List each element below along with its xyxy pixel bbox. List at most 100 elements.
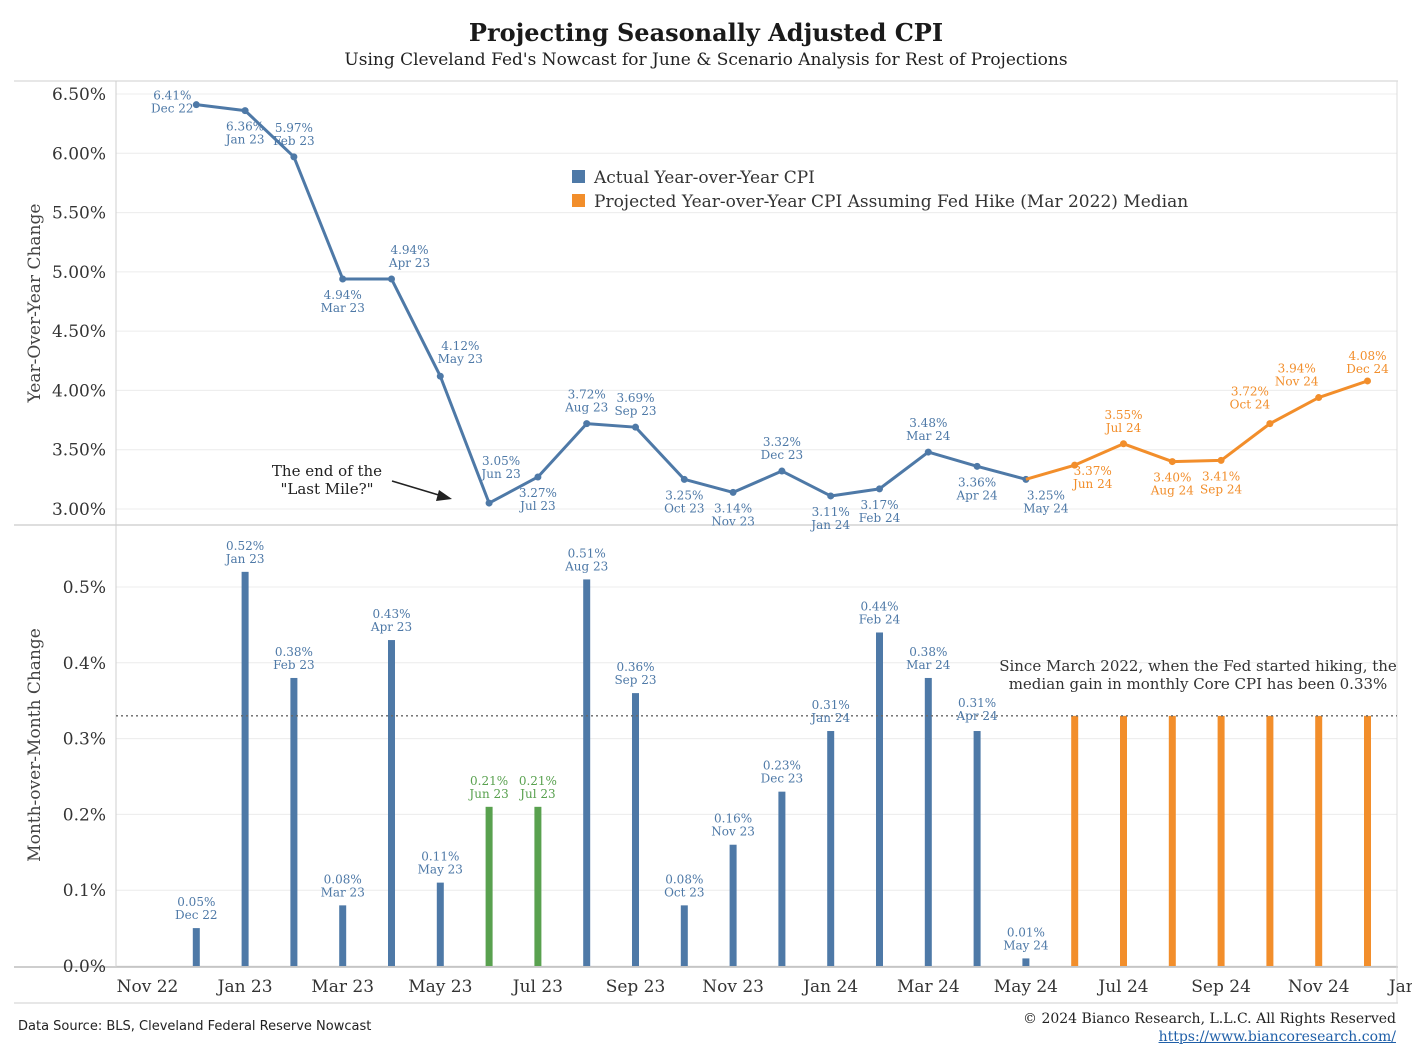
actual-yoy-point: [290, 153, 298, 161]
actual-yoy-point: [241, 107, 249, 115]
actual-yoy-point: [583, 420, 591, 428]
top-y-tick-label: 3.50%: [52, 441, 106, 461]
actual-yoy-point: [778, 467, 786, 475]
mom-bar-actual: [680, 905, 688, 966]
yoy-value-label: 4.12%: [441, 339, 479, 353]
bottom-y-tick-label: 0.0%: [63, 957, 106, 977]
mom-bar-projected: [1168, 715, 1176, 966]
actual-yoy-point: [192, 101, 200, 109]
bottom-y-tick-label: 0.2%: [63, 805, 106, 825]
x-tick-label: Nov 22: [117, 977, 179, 997]
x-tick-label: Sep 24: [1191, 977, 1251, 997]
yoy-date-label: May 23: [438, 352, 483, 366]
yoy-value-label: 3.69%: [616, 391, 654, 405]
yoy-value-label: 3.27%: [519, 486, 557, 500]
actual-yoy-point: [973, 462, 981, 470]
mom-bar-actual: [241, 571, 249, 966]
yoy-date-label: Aug 23: [564, 401, 608, 415]
mom-value-label: 0.52%: [226, 539, 264, 553]
mom-bar-actual: [827, 731, 835, 966]
actual-yoy-line: [196, 103, 1027, 505]
mom-date-label: Mar 23: [321, 885, 365, 899]
mom-bar-projected: [1071, 715, 1079, 966]
mom-value-label: 0.31%: [812, 698, 850, 712]
yoy-date-label: Nov 23: [711, 514, 755, 528]
yoy-date-label: Jun 23: [479, 467, 520, 481]
top-y-tick-label: 5.00%: [52, 263, 106, 283]
mom-value-label: 0.51%: [568, 546, 606, 560]
yoy-value-label: 3.94%: [1278, 362, 1316, 376]
mom-date-label: Apr 24: [956, 709, 999, 723]
gridlines: [116, 93, 1397, 967]
mom-bar-actual: [192, 928, 200, 966]
x-tick-label: Jan 25: [1387, 977, 1412, 997]
mom-value-label: 0.05%: [177, 895, 215, 909]
x-tick-label: Nov 24: [1288, 977, 1350, 997]
yoy-date-label: Oct 24: [1230, 398, 1271, 412]
actual-yoy-point: [827, 492, 835, 500]
yoy-value-label: 4.94%: [324, 288, 362, 302]
chart-title: Projecting Seasonally Adjusted CPI: [468, 18, 944, 47]
yoy-value-label: 3.41%: [1202, 469, 1240, 483]
yoy-value-label: 3.48%: [909, 416, 947, 430]
x-tick-label: Nov 23: [702, 977, 764, 997]
mom-date-label: Oct 23: [664, 885, 704, 899]
chart-subtitle: Using Cleveland Fed's Nowcast for June &…: [344, 50, 1068, 70]
bottom-y-tick-label: 0.3%: [63, 730, 106, 750]
median-note-line1: Since March 2022, when the Fed started h…: [999, 657, 1397, 675]
mom-date-label: May 23: [418, 863, 463, 877]
x-tick-label: May 23: [408, 977, 472, 997]
actual-yoy-point: [388, 275, 395, 283]
mom-bar-actual: [876, 632, 883, 966]
mom-date-label: Feb 23: [273, 658, 315, 672]
x-tick-label: Jan 24: [801, 977, 858, 997]
mom-bar-projected: [1266, 715, 1274, 966]
x-tick-label: Mar 24: [897, 977, 960, 997]
yoy-value-label: 6.41%: [153, 89, 191, 103]
mom-date-label: Dec 23: [761, 772, 804, 786]
yoy-date-label: May 24: [1023, 501, 1069, 515]
actual-yoy-point: [436, 372, 444, 380]
mom-date-label: Apr 23: [370, 620, 412, 634]
yoy-value-label: 3.37%: [1074, 464, 1112, 478]
mom-value-label: 0.01%: [1007, 925, 1045, 939]
projected-yoy-point: [1364, 377, 1371, 385]
mom-bar-projected: [1120, 715, 1127, 966]
yoy-date-label: Jul 23: [518, 499, 555, 513]
yoy-value-label: 3.05%: [482, 454, 520, 468]
website-link[interactable]: https://www.biancoresearch.com/: [1158, 1029, 1396, 1045]
mom-date-label: Dec 22: [175, 908, 218, 922]
data-source-note: Data Source: BLS, Cleveland Federal Rese…: [18, 1019, 372, 1034]
legend-label-actual: Actual Year-over-Year CPI: [593, 168, 815, 188]
annotation-arrow-shaft: [391, 480, 443, 497]
mom-date-label: Nov 23: [711, 825, 755, 839]
mom-bar-projected: [1217, 715, 1225, 966]
top-y-tick-label: 3.00%: [52, 500, 106, 520]
yoy-date-label: Jan 24: [809, 518, 850, 532]
mom-value-label: 0.11%: [421, 850, 459, 864]
mom-bar-actual: [339, 905, 347, 966]
yoy-date-label: Jun 24: [1071, 477, 1113, 491]
mom-bar-actual: [388, 640, 395, 966]
yoy-date-label: Jul 24: [1104, 421, 1142, 435]
yoy-value-label: 3.14%: [714, 501, 752, 515]
projected-yoy-point: [1168, 458, 1176, 466]
mom-date-label: Jul 23: [518, 787, 555, 801]
yoy-value-label: 3.25%: [665, 488, 703, 502]
actual-yoy-point: [534, 473, 542, 481]
yoy-value-label: 4.08%: [1348, 349, 1386, 363]
legend-swatch-actual: [572, 170, 585, 183]
yoy-date-label: Jan 23: [224, 133, 265, 147]
actual-yoy-point: [680, 475, 688, 483]
x-tick-label: Jul 23: [511, 977, 563, 997]
yoy-date-label: Feb 23: [273, 134, 315, 148]
top-y-tick-label: 4.00%: [52, 381, 106, 401]
mom-bar-actual: [729, 844, 737, 966]
mom-bar-actual: [924, 677, 932, 966]
yoy-date-label: Nov 24: [1275, 375, 1319, 389]
top-y-tick-label: 5.50%: [52, 204, 106, 224]
mom-bar-actual: [436, 882, 444, 966]
x-tick-label: Mar 23: [311, 977, 374, 997]
yoy-value-label: 3.72%: [568, 388, 606, 402]
yoy-value-label: 3.55%: [1104, 408, 1142, 422]
